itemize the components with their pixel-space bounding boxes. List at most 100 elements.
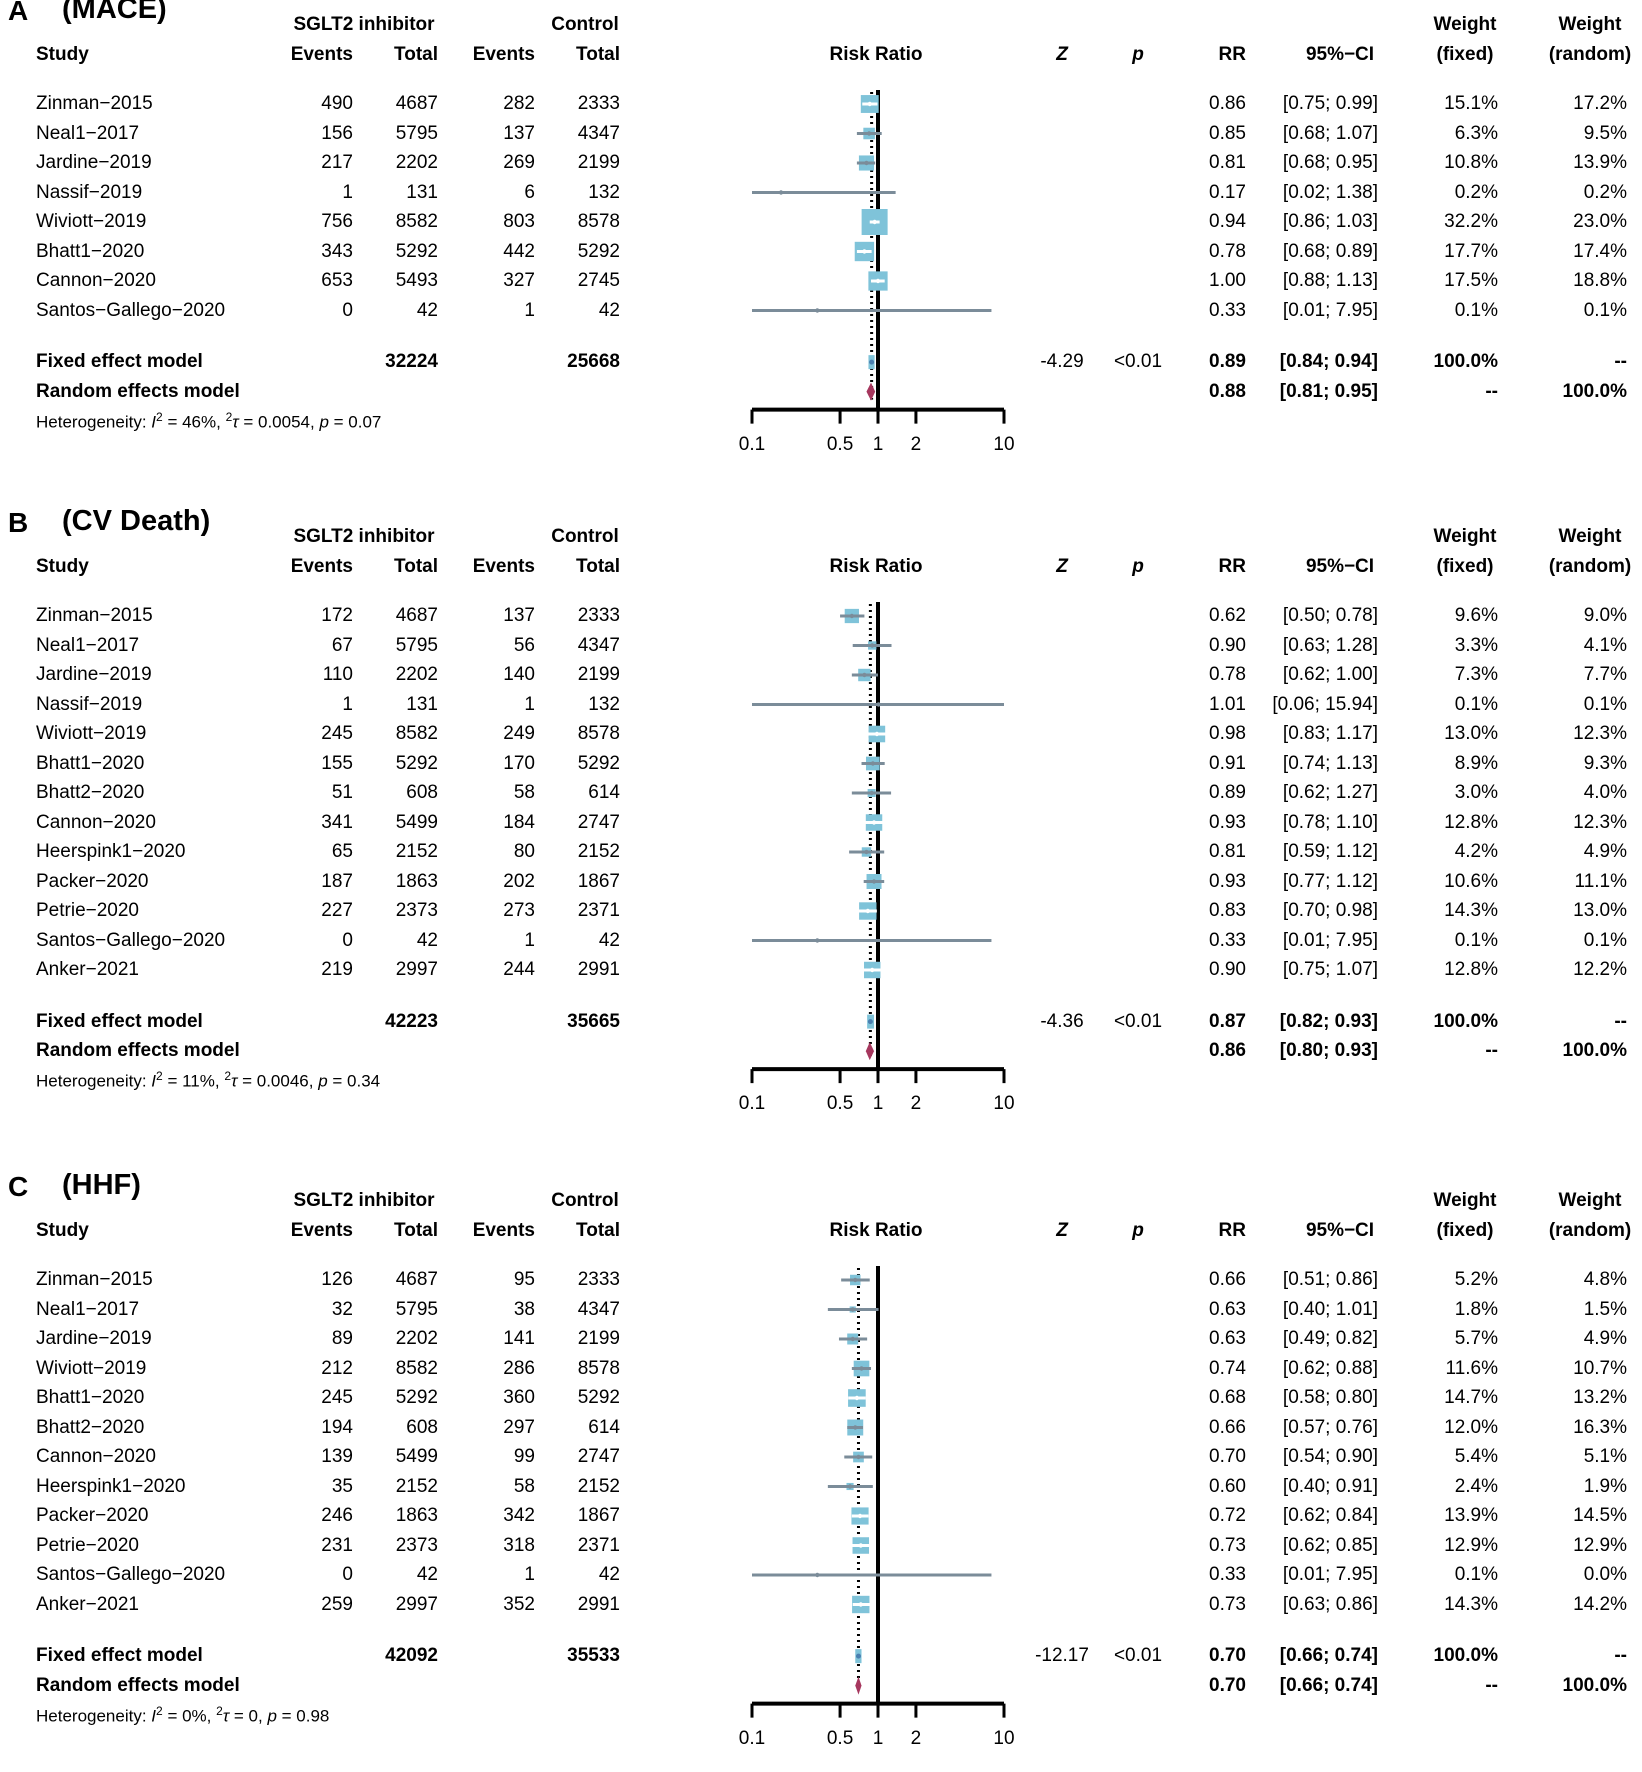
study-point — [858, 1602, 863, 1607]
weight-fixed: 0.1% — [1454, 693, 1498, 715]
events-control: 352 — [503, 1593, 535, 1615]
events-sglt2: 245 — [321, 723, 353, 744]
total-sglt2: 42 — [416, 929, 438, 951]
random-effects-diamond — [865, 1042, 875, 1061]
weight-fixed: 5.4% — [1454, 1446, 1498, 1467]
events-control: 269 — [503, 152, 535, 173]
events-sglt2: 231 — [321, 1534, 353, 1556]
fixed-weight-fixed: 100.0% — [1433, 1645, 1498, 1667]
rr-value: 0.33 — [1209, 299, 1246, 321]
events-control: 249 — [503, 723, 535, 744]
random-effects-diamond — [866, 382, 876, 401]
ci-value: [0.49; 0.82] — [1282, 1328, 1378, 1349]
rr-value: 0.93 — [1209, 870, 1246, 892]
x-tick-label: 1 — [872, 433, 884, 455]
study-name: Neal1−2017 — [36, 1298, 140, 1320]
weight-random: 5.1% — [1583, 1446, 1627, 1467]
ci-value: [0.88; 1.13] — [1282, 270, 1378, 291]
weight-random: 0.0% — [1583, 1564, 1627, 1585]
weight-fixed: 14.7% — [1444, 1387, 1498, 1408]
ci-value: [0.02; 1.38] — [1282, 181, 1378, 203]
total-sglt2: 131 — [406, 181, 438, 203]
random-weight-fixed: -- — [1485, 380, 1498, 402]
fixed-effect-point — [869, 359, 875, 365]
weight-fixed: 1.8% — [1454, 1298, 1498, 1320]
events-control: 184 — [503, 811, 535, 833]
rr-value: 0.66 — [1209, 1416, 1246, 1438]
heterogeneity-sup2: 2 — [156, 1703, 163, 1718]
header-fixed: (fixed) — [1436, 556, 1494, 577]
weight-random: 16.3% — [1573, 1416, 1627, 1438]
ci-value: [0.01; 7.95] — [1282, 299, 1378, 321]
weight-random: 4.9% — [1583, 1328, 1627, 1349]
weight-random: 17.2% — [1573, 93, 1627, 114]
ci-value: [0.50; 0.78] — [1282, 605, 1378, 626]
study-point — [854, 1395, 860, 1401]
weight-fixed: 10.8% — [1444, 152, 1498, 173]
events-sglt2: 227 — [321, 900, 353, 921]
fixed-rr: 0.87 — [1209, 1010, 1246, 1032]
x-tick-label: 0.5 — [826, 1093, 854, 1115]
events-sglt2: 756 — [321, 211, 353, 232]
weight-fixed: 0.2% — [1454, 181, 1498, 203]
x-tick-label: 10 — [993, 1727, 1015, 1749]
weight-random: 12.2% — [1573, 959, 1627, 980]
weight-random: 0.1% — [1583, 929, 1627, 951]
study-point — [866, 131, 872, 136]
weight-random: 4.0% — [1583, 782, 1627, 803]
header-total-sglt2: Total — [394, 1220, 438, 1241]
events-control: 342 — [503, 1505, 535, 1526]
header-ci: 95%−CI — [1305, 44, 1375, 65]
ci-value: [0.68; 0.95] — [1282, 152, 1378, 173]
ci-value: [0.83; 1.17] — [1282, 723, 1378, 744]
ci-value: [0.62; 0.88] — [1282, 1357, 1378, 1379]
events-control: 318 — [503, 1534, 535, 1556]
fixed-p: <0.01 — [1113, 1010, 1163, 1032]
study-name: Jardine−2019 — [36, 1328, 152, 1349]
study-point — [862, 672, 867, 678]
heterogeneity-sup2: 2 — [224, 1069, 231, 1084]
study-point — [815, 1572, 820, 1578]
fixed-model-label: Fixed effect model — [36, 351, 203, 373]
total-sglt2: 5499 — [395, 1446, 438, 1467]
weight-fixed: 11.6% — [1445, 1357, 1498, 1379]
events-sglt2: 217 — [321, 152, 353, 173]
heterogeneity-i-sym: I — [151, 412, 157, 432]
total-sglt2: 5493 — [395, 270, 438, 291]
rr-value: 0.63 — [1209, 1328, 1246, 1349]
weight-random: 13.2% — [1573, 1387, 1627, 1408]
study-name: Wiviott−2019 — [36, 1357, 147, 1379]
weight-fixed: 4.2% — [1454, 841, 1498, 862]
events-sglt2: 172 — [321, 605, 353, 626]
total-control: 4347 — [577, 634, 620, 656]
ci-value: [0.63; 1.28] — [1282, 634, 1378, 656]
events-control: 1 — [524, 693, 535, 715]
ci-value: [0.70; 0.98] — [1282, 900, 1378, 921]
events-control: 80 — [513, 841, 535, 862]
study-name: Jardine−2019 — [36, 664, 152, 685]
total-control: 2199 — [577, 664, 620, 685]
forest-plot-svg — [750, 90, 1006, 424]
heterogeneity-p-val: = 0.98 — [276, 1706, 330, 1726]
weight-random: 17.4% — [1573, 240, 1627, 262]
total-control: 4347 — [577, 1298, 620, 1320]
rr-value: 0.86 — [1209, 93, 1246, 114]
total-control: 42 — [598, 1564, 620, 1585]
header-study: Study — [36, 556, 89, 577]
study-name: Santos−Gallego−2020 — [36, 929, 226, 951]
events-control: 1 — [524, 929, 535, 951]
ci-value: [0.01; 7.95] — [1282, 1564, 1378, 1585]
random-weight-fixed: -- — [1485, 1674, 1498, 1696]
study-name: Cannon−2020 — [36, 811, 156, 833]
events-control: 99 — [513, 1446, 535, 1467]
rr-value: 0.81 — [1209, 841, 1246, 862]
header-events-sglt2: Events — [290, 556, 353, 577]
study-point — [856, 1454, 861, 1460]
ci-value: [0.77; 1.12] — [1282, 870, 1378, 892]
events-sglt2: 110 — [322, 664, 353, 685]
heterogeneity-p-val: = 0.34 — [327, 1071, 381, 1091]
weight-fixed: 14.3% — [1444, 1593, 1498, 1615]
forest-panel-c: C (HHF) SGLT2 inhibitor Control Weight Weight… — [0, 1171, 1642, 1772]
events-control: 170 — [503, 752, 535, 774]
random-weight-random: 100.0% — [1562, 1040, 1627, 1062]
